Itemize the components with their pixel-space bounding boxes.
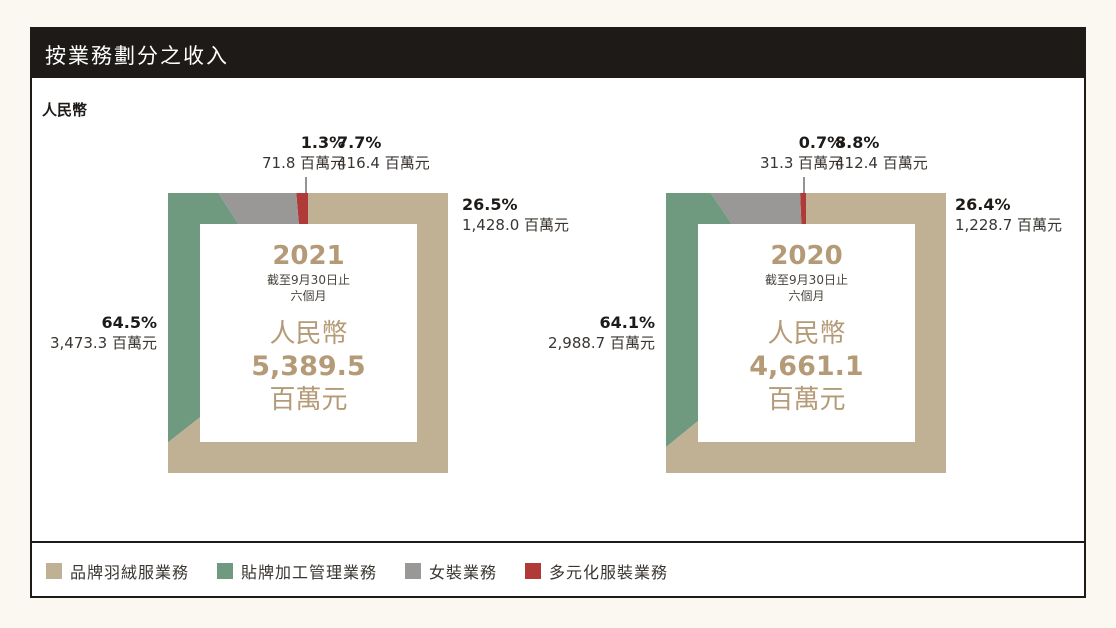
total-2021: 5,389.5 <box>251 351 366 382</box>
label-2020-oem: 26.4% 1,228.7 百萬元 <box>955 195 1063 234</box>
chart-center-2021 <box>200 224 417 442</box>
chart-center-2020 <box>698 224 915 442</box>
legend-item-diversified: 多元化服裝業務 <box>525 559 668 583</box>
card-header: 按業務劃分之收入 <box>32 29 1084 78</box>
currency-label: 人民幣 <box>42 101 88 119</box>
label-2020-diversified: 0.7% 31.3 百萬元 <box>760 133 844 172</box>
legend-swatch <box>46 563 62 579</box>
label-2021-diversified: 1.3% 71.8 百萬元 <box>262 133 346 172</box>
label-2020-ladies: 8.8% 412.4 百萬元 <box>835 133 928 172</box>
label-2021-oem: 26.5% 1,428.0 百萬元 <box>462 195 570 234</box>
legend-divider <box>32 541 1084 543</box>
card-title: 按業務劃分之收入 <box>45 44 229 68</box>
label-2020-brand: 64.1% 2,988.7 百萬元 <box>547 313 655 352</box>
center-2021: 2021 截至9月30日止 六個月 人民幣 5,389.5 百萬元 <box>200 224 417 416</box>
label-2021-brand: 64.5% 3,473.3 百萬元 <box>49 313 157 352</box>
revenue-charts <box>168 177 946 473</box>
year-2020: 2020 <box>770 241 843 271</box>
year-2021: 2021 <box>272 241 345 271</box>
legend-item-oem: 貼牌加工管理業務 <box>217 559 377 583</box>
revenue-card: 按業務劃分之收入 人民幣 1.3% 71.8 百萬元 7.7% 416.4 百萬… <box>30 27 1086 598</box>
legend-swatch <box>525 563 542 579</box>
center-2020: 2020 截至9月30日止 六個月 人民幣 4,661.1 百萬元 <box>698 224 915 416</box>
total-2020: 4,661.1 <box>749 351 864 382</box>
legend-swatch <box>405 563 422 579</box>
legend-item-ladies: 女裝業務 <box>405 559 497 583</box>
legend: 品牌羽絨服業務 貼牌加工管理業務 女裝業務 多元化服裝業務 <box>46 559 696 583</box>
legend-item-brand: 品牌羽絨服業務 <box>46 559 189 583</box>
legend-swatch <box>217 563 234 579</box>
label-2021-ladies: 7.7% 416.4 百萬元 <box>337 133 430 172</box>
